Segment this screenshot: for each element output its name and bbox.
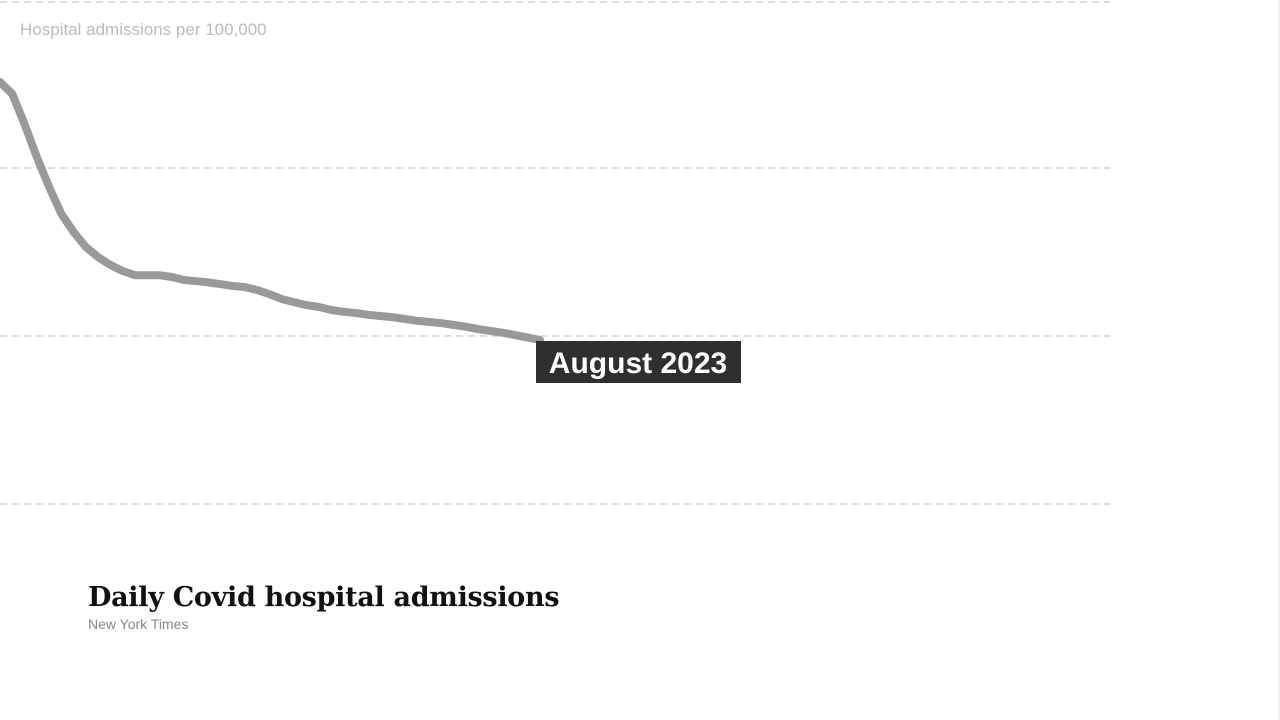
series-line	[0, 78, 544, 344]
page-edge-divider	[1278, 0, 1280, 720]
gridlines	[0, 1, 1110, 505]
chart-caption: Daily Covid hospital admissions New York…	[88, 578, 560, 632]
annotation-label: August 2023	[549, 347, 727, 380]
chart-title: Daily Covid hospital admissions	[88, 582, 560, 613]
chart-source: New York Times	[88, 616, 189, 632]
annotation-background	[536, 341, 741, 383]
y-axis-label: Hospital admissions per 100,000	[20, 20, 267, 39]
date-annotation: August 2023	[536, 341, 741, 383]
